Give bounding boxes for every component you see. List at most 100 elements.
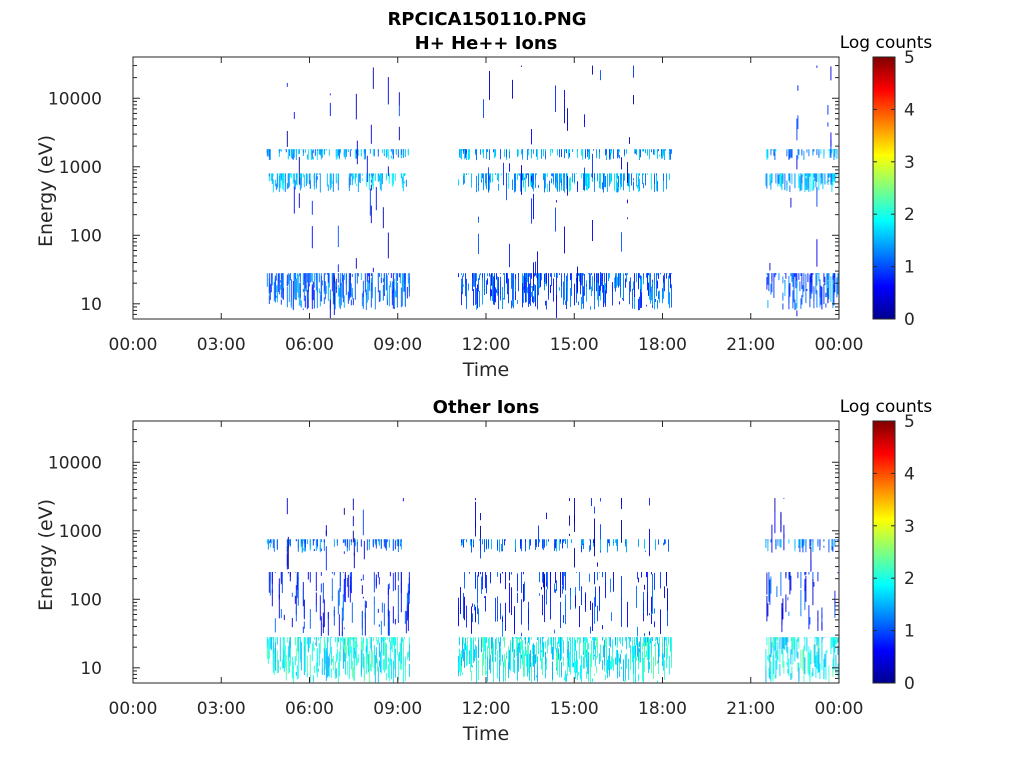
data-cell [407, 651, 409, 658]
data-cell [572, 173, 573, 183]
data-cell [486, 539, 487, 550]
data-cell [609, 273, 610, 279]
data-cell [625, 279, 626, 288]
data-cell [487, 656, 488, 682]
data-cell [268, 273, 270, 294]
data-cell [476, 175, 477, 193]
data-cell [589, 545, 590, 552]
data-cell [493, 276, 494, 305]
data-cell [525, 539, 526, 541]
data-cell [330, 668, 332, 679]
data-cell [380, 637, 382, 653]
data-cell [576, 656, 577, 669]
data-cell [602, 276, 603, 293]
data-cell [525, 276, 526, 303]
data-cell [815, 289, 817, 293]
data-cell [810, 546, 812, 572]
data-cell [766, 573, 768, 595]
data-cell [566, 173, 567, 176]
data-cell [637, 637, 638, 657]
data-cell [626, 273, 627, 282]
data-cell [624, 173, 625, 180]
data-cell [538, 184, 539, 188]
data-cell [521, 172, 522, 195]
data-cell [533, 173, 534, 185]
data-cell [666, 273, 667, 279]
data-cell [296, 173, 298, 186]
data-cell [361, 173, 363, 176]
data-cell [292, 295, 294, 311]
data-cell [635, 149, 636, 154]
data-cell [370, 179, 372, 183]
data-cell [369, 149, 371, 154]
data-cell [572, 149, 573, 152]
data-cell [567, 648, 568, 658]
data-cell [306, 672, 308, 678]
data-cell [835, 654, 837, 674]
data-cell [541, 587, 542, 590]
data-cell [657, 637, 658, 645]
data-cell [404, 173, 406, 176]
data-cell [488, 173, 489, 193]
data-cell [766, 277, 768, 290]
data-cell [540, 273, 541, 288]
data-cell [767, 149, 769, 159]
data-cell [662, 149, 663, 155]
data-cell [546, 657, 547, 670]
data-cell [496, 289, 497, 293]
data-cell [523, 572, 524, 575]
data-cell [480, 149, 481, 151]
data-cell [486, 670, 487, 675]
data-cell [556, 539, 557, 552]
data-cell [460, 149, 461, 151]
data-cell [268, 572, 270, 593]
data-cell [370, 124, 372, 144]
x-tick-label: 09:00 [373, 335, 422, 355]
data-cell [543, 173, 544, 181]
data-cell [559, 653, 560, 678]
data-cell [666, 572, 667, 583]
data-cell [387, 584, 389, 595]
data-cell [541, 650, 542, 653]
data-cell [565, 300, 566, 305]
data-cell [595, 638, 596, 641]
data-cell [372, 637, 374, 642]
data-cell [490, 274, 491, 301]
data-cell [279, 637, 281, 662]
data-cell [620, 173, 621, 185]
data-cell [833, 149, 835, 154]
data-cell [405, 611, 407, 634]
data-cell [515, 279, 516, 292]
data-cell [774, 637, 776, 651]
data-cell [268, 637, 270, 659]
data-cell [783, 498, 785, 499]
data-cell [542, 637, 543, 657]
data-cell [794, 637, 796, 647]
data-cell [330, 637, 332, 639]
data-cell [633, 181, 634, 191]
data-cell [373, 149, 375, 157]
data-cell [651, 596, 652, 624]
data-cell [828, 273, 830, 289]
data-cell [560, 539, 561, 541]
data-cell [501, 544, 502, 552]
data-cell [589, 149, 590, 153]
data-cell [272, 173, 274, 177]
data-cell [496, 637, 497, 650]
data-cell [784, 282, 786, 296]
data-cell [267, 149, 269, 157]
data-cell [803, 150, 805, 160]
data-cell [775, 637, 777, 659]
data-cell [547, 572, 548, 590]
data-cell [303, 174, 305, 188]
data-cell [572, 637, 573, 657]
data-cell [532, 644, 533, 655]
data-cell [528, 149, 529, 156]
data-cell [385, 273, 387, 291]
data-cell [366, 155, 368, 183]
data-cell [282, 173, 284, 182]
data-cell [480, 513, 481, 521]
plot-area [132, 420, 840, 684]
data-cell [609, 539, 610, 547]
data-cell [565, 594, 566, 613]
